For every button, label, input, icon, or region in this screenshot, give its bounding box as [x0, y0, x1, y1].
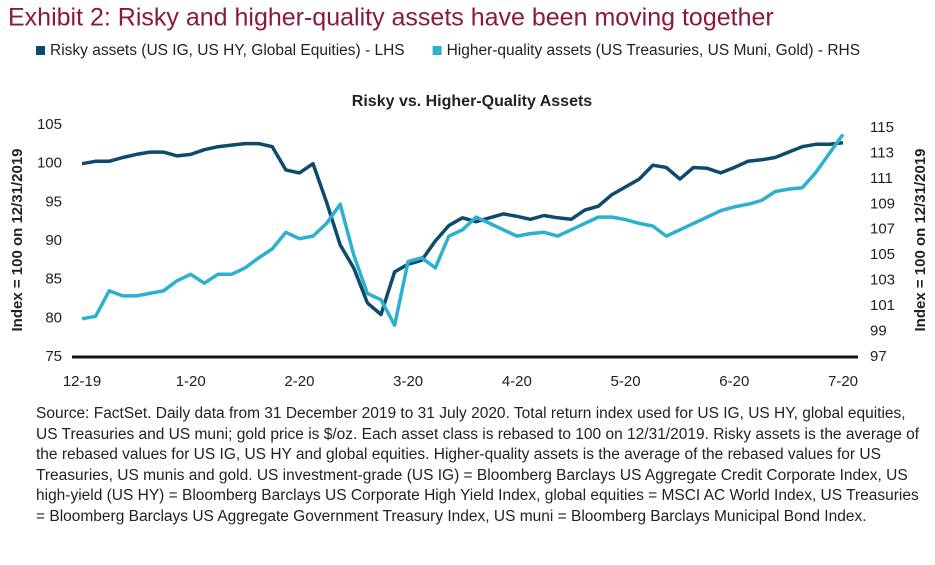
y2-tick-label: 103	[870, 272, 895, 289]
y2-tick-label: 111	[870, 170, 893, 187]
y-tick-label: 100	[37, 155, 62, 172]
legend-swatch	[36, 46, 45, 55]
source-note: Source: FactSet. Daily data from 31 Dece…	[36, 405, 920, 525]
y2-tick-label: 99	[870, 323, 887, 340]
y2-tick-label: 109	[870, 195, 895, 212]
y2-tick-label: 97	[870, 348, 887, 365]
legend-label: Higher-quality assets (US Treasuries, US…	[447, 42, 860, 59]
x-tick-label: 12-19	[63, 373, 101, 390]
y2-tick-label: 113	[870, 144, 894, 161]
chart-subtitle: Risky vs. Higher-Quality Assets	[352, 93, 592, 110]
legend-swatch	[432, 46, 442, 55]
x-tick-label: 4-20	[502, 373, 532, 390]
series-line	[81, 141, 844, 317]
chart: Exhibit 2: Risky and higher-quality asse…	[8, 4, 929, 390]
y-tick-label: 90	[45, 232, 62, 249]
x-tick-label: 7-20	[828, 373, 858, 390]
y2-tick-label: 101	[870, 297, 895, 314]
x-tick-label: 6-20	[719, 373, 749, 390]
y-tick-label: 105	[37, 116, 62, 133]
y-tick-label: 75	[45, 348, 62, 365]
x-tick-label: 1-20	[176, 373, 206, 390]
y-tick-label: 80	[45, 309, 62, 326]
x-tick-label: 5-20	[611, 373, 641, 390]
x-tick-label: 2-20	[284, 373, 314, 390]
y2-tick-label: 115	[870, 119, 894, 136]
series-line	[81, 133, 845, 327]
y2-tick-label: 107	[870, 221, 895, 238]
chart-title: Exhibit 2: Risky and higher-quality asse…	[8, 4, 774, 32]
y2-axis-label: Index = 100 on 12/31/2019	[912, 148, 929, 331]
y2-tick-label: 105	[870, 246, 895, 263]
y-axis-label: Index = 100 on 12/31/2019	[9, 148, 26, 331]
x-tick-label: 3-20	[393, 373, 423, 390]
y-tick-label: 85	[45, 271, 62, 288]
legend-label: Risky assets (US IG, US HY, Global Equit…	[50, 42, 405, 59]
y-tick-label: 95	[45, 193, 62, 210]
